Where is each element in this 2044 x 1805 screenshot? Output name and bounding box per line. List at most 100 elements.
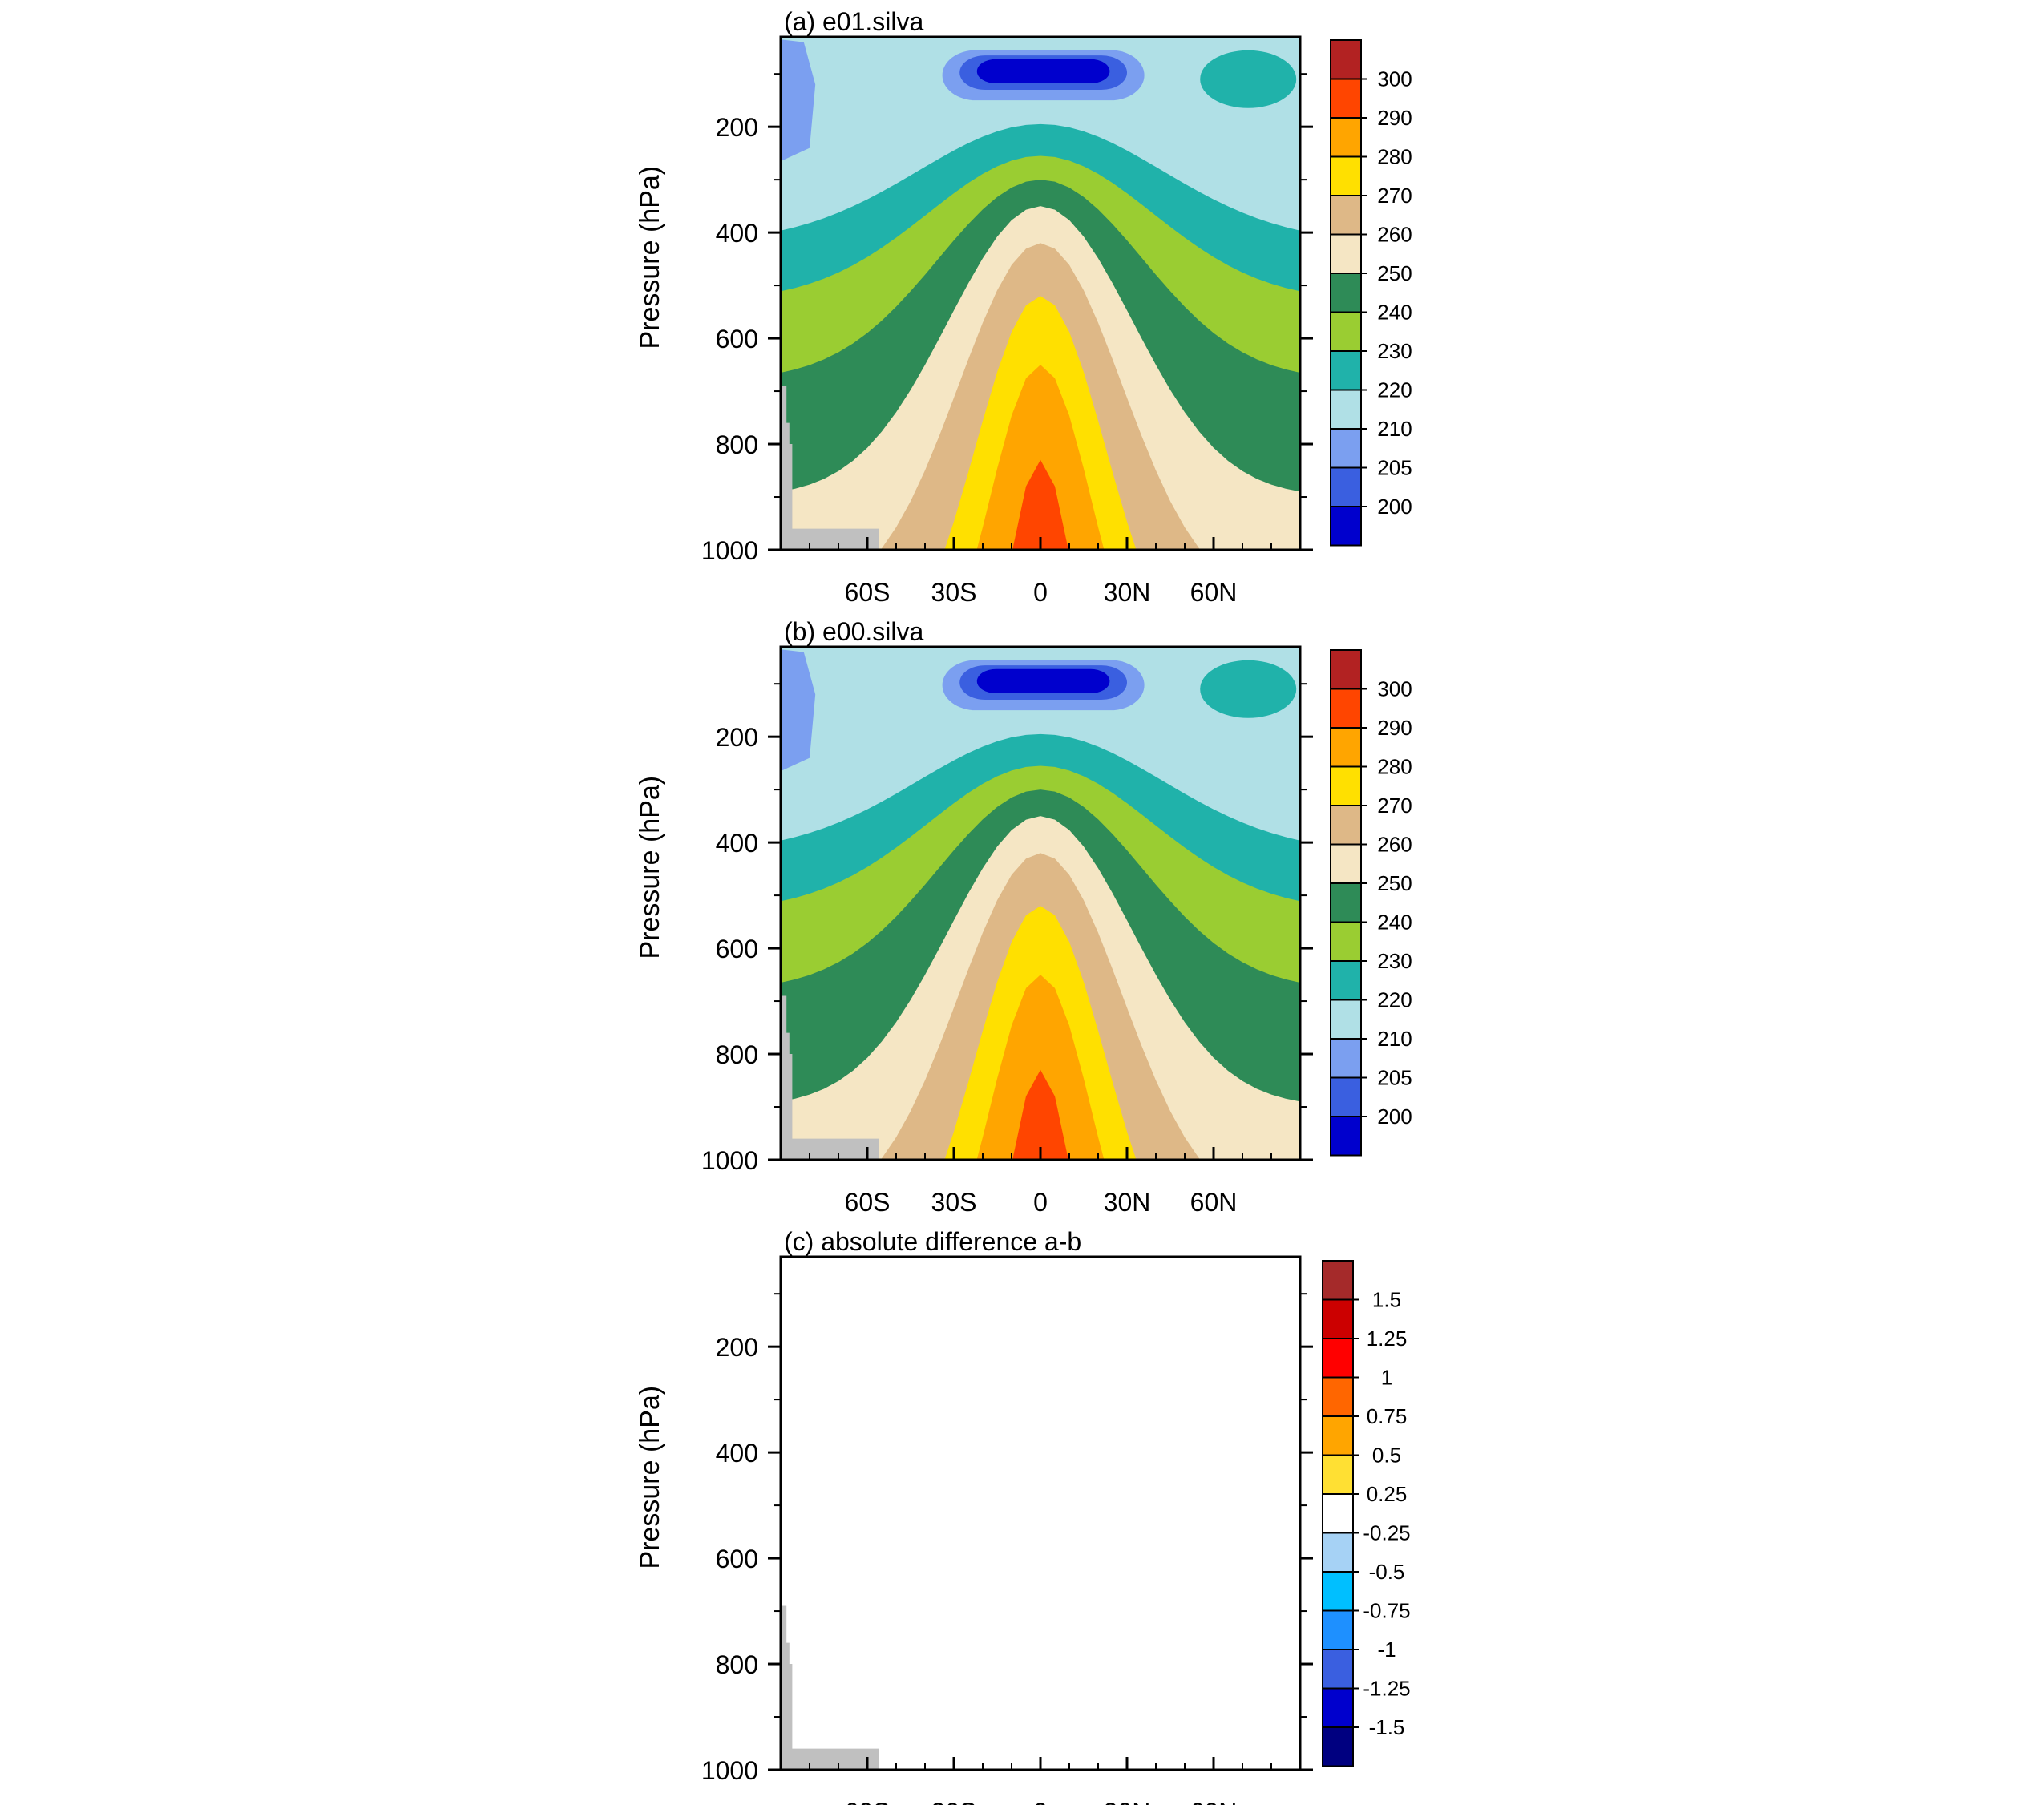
y-tick-label: 400	[716, 219, 758, 248]
colorbar-label: 290	[1377, 106, 1412, 130]
colorbar-label: 1.25	[1367, 1326, 1408, 1351]
y-tick-label: 200	[716, 113, 758, 142]
colorbar-swatch	[1322, 1338, 1354, 1379]
colorbar-label: 300	[1377, 67, 1412, 91]
colorbar-swatch	[1330, 765, 1362, 806]
band-205-left	[781, 39, 816, 162]
colorbar-swatch	[1330, 1116, 1362, 1157]
colorbar-swatch	[1330, 1038, 1362, 1079]
x-tick-label: 60N	[1190, 1798, 1238, 1805]
colorbar-label: 210	[1377, 1027, 1412, 1051]
y-tick-label: 200	[716, 723, 758, 752]
y-axis-label: Pressure (hPa)	[635, 166, 665, 349]
band-280	[781, 975, 1300, 1160]
colorbar-label: -1.25	[1363, 1677, 1410, 1701]
colorbar-label: -0.5	[1369, 1560, 1405, 1584]
y-tick-label: 600	[716, 325, 758, 353]
colorbar-swatch	[1322, 1726, 1354, 1767]
colorbar-swatch	[1322, 1260, 1354, 1301]
colorbar-swatch	[1330, 233, 1362, 274]
colorbar-label: 200	[1377, 495, 1412, 519]
colorbar-label: 240	[1377, 301, 1412, 325]
colorbar-swatch	[1330, 805, 1362, 846]
colorbar-label: 260	[1377, 223, 1412, 247]
band-below-200	[976, 668, 1110, 694]
band-220-upper	[1200, 50, 1297, 108]
colorbar-swatch	[1330, 1076, 1362, 1117]
colorbar-label: 280	[1377, 755, 1412, 779]
colorbar-label: 250	[1377, 261, 1412, 285]
y-tick-label: 800	[716, 430, 758, 459]
x-tick-label: 0	[1033, 1188, 1048, 1217]
colorbar-label: 220	[1377, 988, 1412, 1012]
x-tick-label: 0	[1033, 1798, 1048, 1805]
x-tick-label: 30N	[1104, 578, 1151, 607]
plot-area	[781, 1257, 1300, 1770]
band-220-upper	[1200, 660, 1297, 718]
colorbar-swatch	[1330, 999, 1362, 1040]
chart-title: (a) e01.silva	[784, 7, 924, 36]
plot-background	[781, 1257, 1300, 1770]
colorbar-swatch	[1322, 1532, 1354, 1573]
x-tick-label: 30S	[931, 1188, 977, 1217]
chart-title: (c) absolute difference a-b	[784, 1227, 1081, 1256]
y-tick-label: 200	[716, 1333, 758, 1362]
colorbar-label: 205	[1377, 456, 1412, 480]
colorbar-swatch	[1322, 1298, 1354, 1339]
y-axis-label: Pressure (hPa)	[635, 1386, 665, 1569]
x-tick-label: 30S	[931, 578, 977, 607]
colorbar-label: 0.5	[1372, 1444, 1401, 1468]
colorbar: 300 290 280 270 260 250 240 230 220 210 205 200	[1330, 39, 1412, 547]
colorbar-swatch	[1330, 466, 1362, 507]
y-tick-label: 400	[716, 829, 758, 858]
colorbar-swatch	[1330, 389, 1362, 430]
colorbar-label: 0.25	[1367, 1482, 1408, 1506]
colorbar-swatch	[1330, 843, 1362, 884]
x-tick-label: 60N	[1190, 578, 1238, 607]
terrain-mask	[781, 995, 879, 1160]
colorbar-swatch	[1330, 350, 1362, 391]
colorbar-label: -1.5	[1369, 1715, 1405, 1739]
colorbar-label: 205	[1377, 1066, 1412, 1090]
band-205-left	[781, 649, 816, 772]
x-tick-label: 60N	[1190, 1188, 1238, 1217]
colorbar-swatch	[1322, 1571, 1354, 1612]
colorbar-label: 290	[1377, 716, 1412, 740]
x-tick-label: 60S	[845, 1188, 891, 1217]
colorbar-swatch	[1322, 1415, 1354, 1456]
colorbar-swatch	[1330, 727, 1362, 768]
colorbar-label: 1	[1381, 1366, 1392, 1390]
colorbar-swatch	[1330, 649, 1362, 690]
colorbar-swatch	[1330, 688, 1362, 729]
y-tick-label: 600	[716, 1545, 758, 1573]
terrain-mask	[781, 1605, 879, 1770]
colorbar-swatch	[1330, 960, 1362, 1001]
colorbar-label: 280	[1377, 145, 1412, 169]
x-tick-label: 30S	[931, 1798, 977, 1805]
colorbar-label: 250	[1377, 871, 1412, 895]
colorbar-label: 270	[1377, 793, 1412, 818]
colorbar-label: 200	[1377, 1104, 1412, 1129]
x-tick-label: 30N	[1104, 1188, 1151, 1217]
panel-c: (c) absolute difference a-b Pressure (hPa…	[635, 1227, 1411, 1805]
panel-a: (a) e01.silva Pressure (hPa) 200 400 600 800 1…	[635, 7, 1412, 607]
y-tick-label: 400	[716, 1439, 758, 1468]
colorbar-swatch	[1330, 78, 1362, 119]
y-tick-label: 1000	[701, 1756, 758, 1785]
band-280	[781, 365, 1300, 550]
colorbar-label: 210	[1377, 417, 1412, 441]
band-below-200	[976, 59, 1110, 84]
colorbar-swatch	[1322, 1649, 1354, 1690]
colorbar-label: 0.75	[1367, 1404, 1408, 1428]
colorbar-swatch	[1322, 1376, 1354, 1417]
colorbar-label: -1	[1377, 1637, 1396, 1662]
colorbar-swatch	[1330, 39, 1362, 80]
colorbar-swatch	[1330, 882, 1362, 923]
y-axis-label: Pressure (hPa)	[635, 776, 665, 959]
x-tick-label: 60S	[845, 1798, 891, 1805]
colorbar-label: 220	[1377, 378, 1412, 402]
colorbar-swatch	[1330, 117, 1362, 158]
colorbar: 1.5 1.25 1 0.75 0.5 0.25 -0.25 -0.5 -0.75 -1 -1.25…	[1322, 1260, 1411, 1767]
y-tick-label: 1000	[701, 1146, 758, 1175]
